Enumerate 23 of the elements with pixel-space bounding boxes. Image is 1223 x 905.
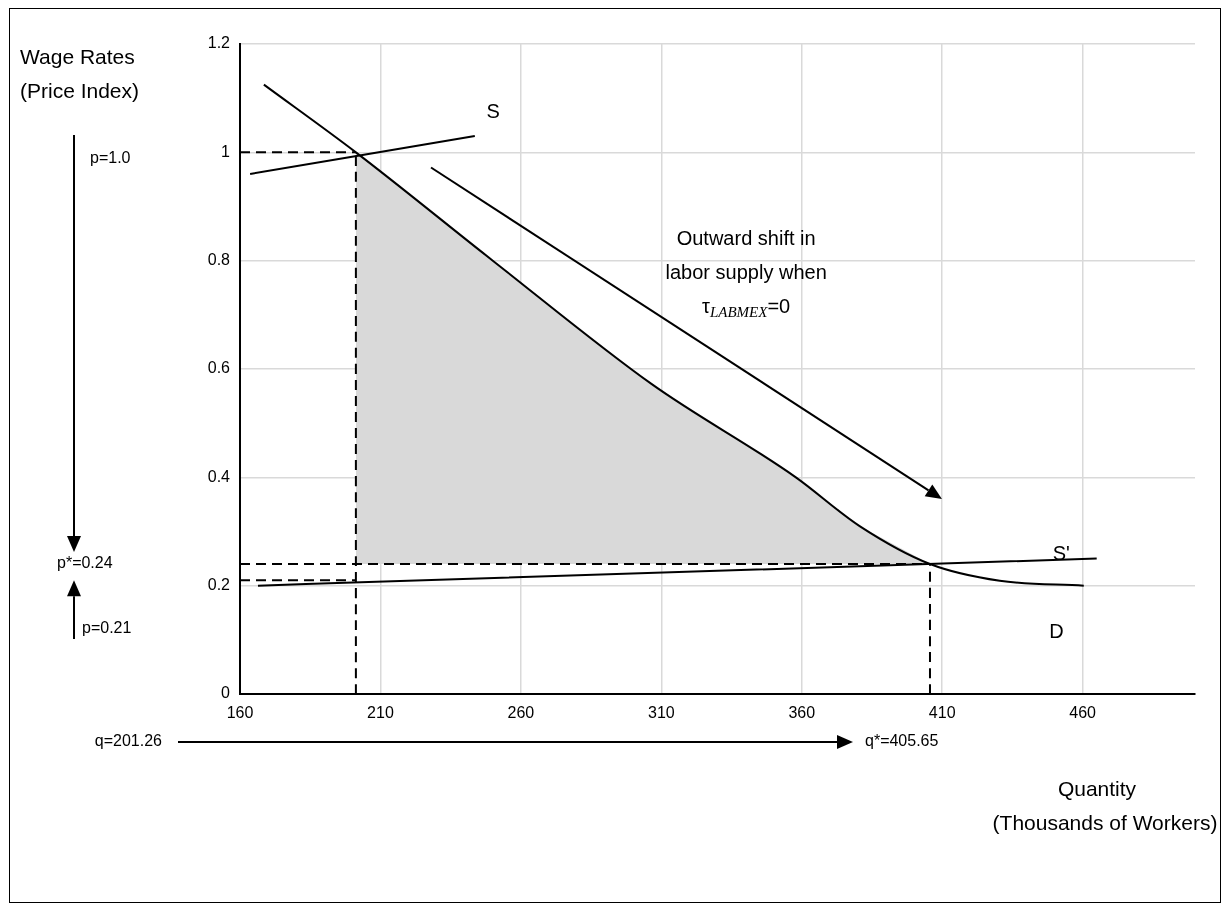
y-tick-label: 0.6: [207, 359, 231, 377]
x-tick-label: 410: [928, 704, 956, 722]
text: q*=405.65: [865, 732, 939, 750]
x-tick-label: 310: [647, 704, 675, 722]
text: p*=0.24: [57, 554, 113, 572]
text: q=201.26: [94, 732, 163, 750]
x-tick-label: 460: [1069, 704, 1097, 722]
y-tick-label: 0.8: [207, 251, 231, 269]
annotation: D: [1049, 619, 1064, 642]
text: p=1.0: [90, 148, 131, 166]
x-tick-label: 160: [226, 704, 254, 722]
y-tick-label: 1.2: [207, 34, 231, 52]
y-tick-label: 0.2: [207, 576, 231, 594]
annotation: S: [486, 99, 500, 122]
text: p=0.21: [82, 619, 132, 637]
x-tick-label: 210: [367, 704, 394, 722]
x-tick-label: 260: [507, 704, 535, 722]
y-axis-title: Wage Rates (Price Index): [20, 44, 140, 102]
x-tick-label: 360: [788, 704, 816, 722]
y-tick-label: 0: [221, 684, 231, 702]
y-tick-label: 0.4: [207, 467, 231, 485]
y-tick-label: 1: [221, 142, 231, 160]
x-axis-title: Quantity (Thousands of Workers): [992, 776, 1218, 834]
